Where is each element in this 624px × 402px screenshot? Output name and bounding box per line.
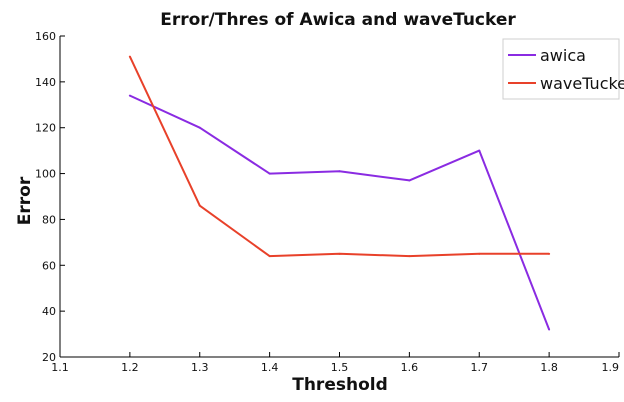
legend: awica waveTucker bbox=[502, 38, 624, 100]
data-point-waveTucker bbox=[268, 255, 271, 258]
data-point-waveTucker bbox=[338, 252, 341, 255]
y-tick-label: 60 bbox=[42, 259, 56, 272]
data-point-waveTucker bbox=[408, 255, 411, 258]
x-tick-label: 1.6 bbox=[401, 361, 419, 374]
series-lines bbox=[128, 55, 551, 331]
x-tick-label: 1.9 bbox=[602, 361, 620, 374]
data-point-awica bbox=[548, 328, 551, 331]
data-point-awica bbox=[268, 172, 271, 175]
data-point-waveTucker bbox=[478, 252, 481, 255]
series-line-awica bbox=[129, 94, 551, 330]
data-point-waveTucker bbox=[128, 55, 131, 58]
x-tick-label: 1.5 bbox=[331, 361, 349, 374]
y-tick-label: 160 bbox=[35, 30, 56, 43]
x-tick-label: 1.8 bbox=[540, 361, 558, 374]
y-tick-label: 40 bbox=[42, 305, 56, 318]
y-tick-label: 20 bbox=[42, 351, 56, 364]
data-point-awica bbox=[128, 94, 131, 97]
y-tick-label: 140 bbox=[35, 76, 56, 89]
legend-label-awica: awica bbox=[540, 46, 586, 65]
y-axis-label: Error bbox=[15, 176, 35, 225]
y-axis-ticks: 20 40 60 80 100 120 140 160 bbox=[35, 30, 65, 364]
y-tick-label: 120 bbox=[35, 122, 56, 135]
data-point-awica bbox=[338, 170, 341, 173]
legend-box bbox=[502, 38, 620, 100]
y-tick-label: 80 bbox=[42, 213, 56, 226]
x-tick-label: 1.1 bbox=[51, 361, 69, 374]
x-tick-label: 1.3 bbox=[191, 361, 209, 374]
data-point-awica bbox=[408, 179, 411, 182]
x-tick-label: 1.4 bbox=[261, 361, 279, 374]
data-point-waveTucker bbox=[198, 204, 201, 207]
legend-label-waveTucker: waveTucker bbox=[540, 74, 624, 93]
data-point-awica bbox=[198, 126, 201, 129]
x-tick-label: 1.7 bbox=[471, 361, 489, 374]
x-tick-label: 1.2 bbox=[121, 361, 139, 374]
series-line-waveTucker bbox=[128, 56, 550, 258]
y-tick-label: 100 bbox=[35, 168, 56, 181]
data-point-waveTucker bbox=[548, 252, 551, 255]
chart-title: Error/Thres of Awica and waveTucker bbox=[160, 10, 516, 30]
x-axis-ticks: 1.1 1.2 1.3 1.4 1.5 1.6 1.7 1.8 1.9 bbox=[51, 352, 620, 374]
data-point-awica bbox=[478, 149, 481, 152]
x-axis-label: Threshold bbox=[292, 375, 388, 395]
